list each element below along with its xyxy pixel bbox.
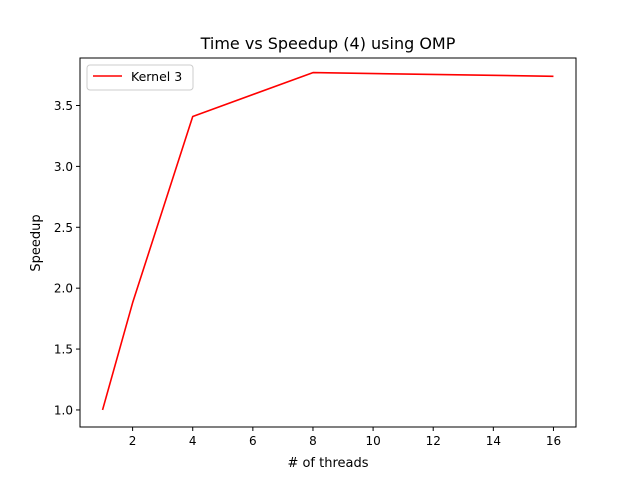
x-tick-label: 2 [129, 434, 137, 448]
x-axis: 2 4 6 8 10 12 14 16 [129, 427, 561, 448]
plot-area [80, 58, 576, 427]
y-axis: 1.0 1.5 2.0 2.5 3.0 3.5 [54, 99, 80, 417]
legend-label: Kernel 3 [131, 69, 182, 84]
y-tick-label: 2.5 [54, 221, 73, 235]
x-tick-label: 10 [365, 434, 380, 448]
y-tick-label: 2.0 [54, 282, 73, 296]
y-tick-label: 3.5 [54, 99, 73, 113]
x-tick-label: 16 [546, 434, 561, 448]
x-tick-label: 4 [189, 434, 197, 448]
x-tick-label: 8 [309, 434, 317, 448]
y-tick-label: 1.0 [54, 403, 73, 417]
legend: Kernel 3 [86, 64, 194, 91]
series-layer [101, 71, 554, 411]
x-axis-label: # of threads [287, 456, 368, 471]
plot-frame [79, 57, 577, 428]
chart-title: Time vs Speedup (4) using OMP [200, 34, 456, 53]
y-tick-label: 3.0 [54, 160, 73, 174]
x-tick-label: 12 [426, 434, 441, 448]
x-tick-label: 6 [249, 434, 257, 448]
x-tick-label: 14 [486, 434, 501, 448]
y-axis-label: Speedup [29, 214, 44, 271]
y-tick-label: 1.5 [54, 343, 73, 357]
series-line [101, 71, 554, 411]
legend-box [86, 64, 194, 91]
